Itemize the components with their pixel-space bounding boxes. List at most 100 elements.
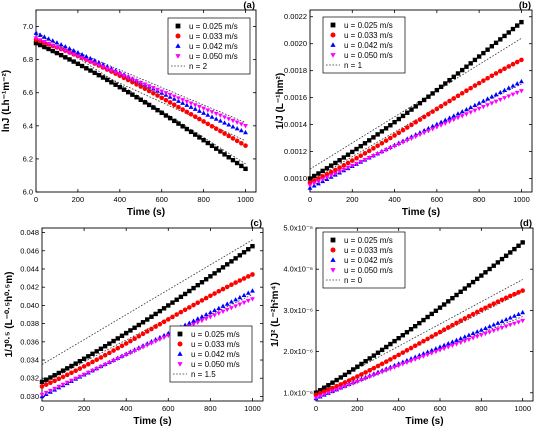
y-tick-label: 1.0x10⁻⁶ (283, 388, 313, 397)
legend-label: u = 0.033 m/s (344, 246, 393, 255)
series-3 (33, 36, 248, 129)
data-point (519, 89, 524, 94)
data-point (86, 354, 91, 359)
data-point (421, 351, 426, 356)
data-point (174, 297, 179, 302)
data-point (43, 382, 49, 387)
legend-label: u = 0.025 m/s (344, 21, 393, 30)
data-point (451, 117, 457, 123)
data-point (119, 333, 125, 338)
data-point (176, 98, 181, 103)
data-point (446, 299, 451, 304)
data-point (430, 91, 435, 96)
data-point (213, 111, 219, 117)
data-point (481, 78, 486, 83)
data-point (520, 288, 525, 293)
data-point (81, 364, 87, 369)
data-point (41, 34, 47, 39)
data-point (512, 246, 517, 252)
data-point (199, 318, 205, 324)
data-point (493, 71, 499, 76)
panel-0: 0 200 400 600 800 1000 6.0 6.2 6.4 6.6 6.8 7.0 Time … (1, 0, 257, 218)
data-point (388, 357, 393, 362)
data-point (56, 376, 62, 382)
data-point (409, 107, 414, 112)
data-point (359, 372, 364, 377)
data-point (371, 154, 376, 159)
data-point (96, 72, 102, 78)
legend-label: u = 0.042 m/s (344, 41, 393, 50)
x-axis-title: Time (s) (405, 416, 443, 427)
data-point (222, 131, 227, 136)
data-point (37, 42, 43, 48)
data-point (396, 352, 401, 358)
data-point (362, 141, 368, 146)
data-point (90, 368, 95, 374)
data-point (479, 307, 484, 313)
data-point (328, 163, 334, 168)
data-point (203, 295, 209, 301)
data-point (205, 140, 211, 146)
data-point (392, 354, 397, 360)
data-point (454, 342, 459, 347)
data-point (130, 92, 135, 97)
data-point (442, 121, 448, 126)
data-point (434, 87, 440, 93)
data-point (123, 341, 129, 346)
data-point (371, 365, 377, 371)
data-point (92, 61, 98, 66)
data-point (396, 142, 402, 147)
data-point (134, 82, 139, 87)
data-point (417, 100, 423, 106)
x-axis-title: Time (s) (133, 416, 171, 427)
data-point (371, 373, 377, 378)
data-point (63, 55, 68, 60)
data-point (312, 173, 317, 179)
data-point (491, 263, 496, 268)
x-axis-title: Time (s) (127, 207, 165, 218)
data-point (229, 299, 234, 304)
data-point (489, 101, 495, 106)
data-point (96, 63, 102, 68)
legend-label: u = 0.050 m/s (191, 360, 240, 369)
y-tick-label: 0.034 (20, 356, 39, 365)
data-point (354, 379, 360, 385)
data-point (132, 325, 137, 330)
data-point (121, 73, 127, 79)
data-point (447, 119, 452, 124)
data-point (205, 112, 211, 117)
data-point (105, 77, 110, 83)
data-point (134, 95, 139, 100)
data-point (191, 322, 196, 327)
data-point (426, 111, 431, 117)
data-point (485, 96, 491, 101)
data-point (237, 278, 243, 283)
data-point (392, 133, 397, 138)
data-point (115, 356, 121, 362)
data-point (238, 122, 244, 127)
data-point (493, 99, 499, 104)
data-point (342, 372, 348, 378)
data-point (455, 71, 461, 76)
data-point (359, 361, 364, 367)
data-point (459, 90, 465, 96)
data-point (514, 81, 520, 86)
data-point (375, 350, 381, 355)
data-point (371, 135, 376, 140)
data-point (404, 348, 410, 353)
data-point (184, 109, 190, 115)
data-point (445, 341, 451, 346)
data-point (454, 320, 459, 326)
data-point (33, 40, 39, 46)
data-point (442, 117, 448, 122)
data-point (119, 343, 125, 349)
x-tick-label: 600 (431, 195, 444, 204)
data-point (195, 300, 201, 306)
data-point (400, 350, 406, 355)
data-point (466, 337, 472, 342)
data-point (409, 136, 414, 141)
legend-marker (177, 362, 183, 367)
data-point (77, 374, 83, 380)
data-point (441, 342, 447, 348)
data-point (209, 123, 215, 129)
